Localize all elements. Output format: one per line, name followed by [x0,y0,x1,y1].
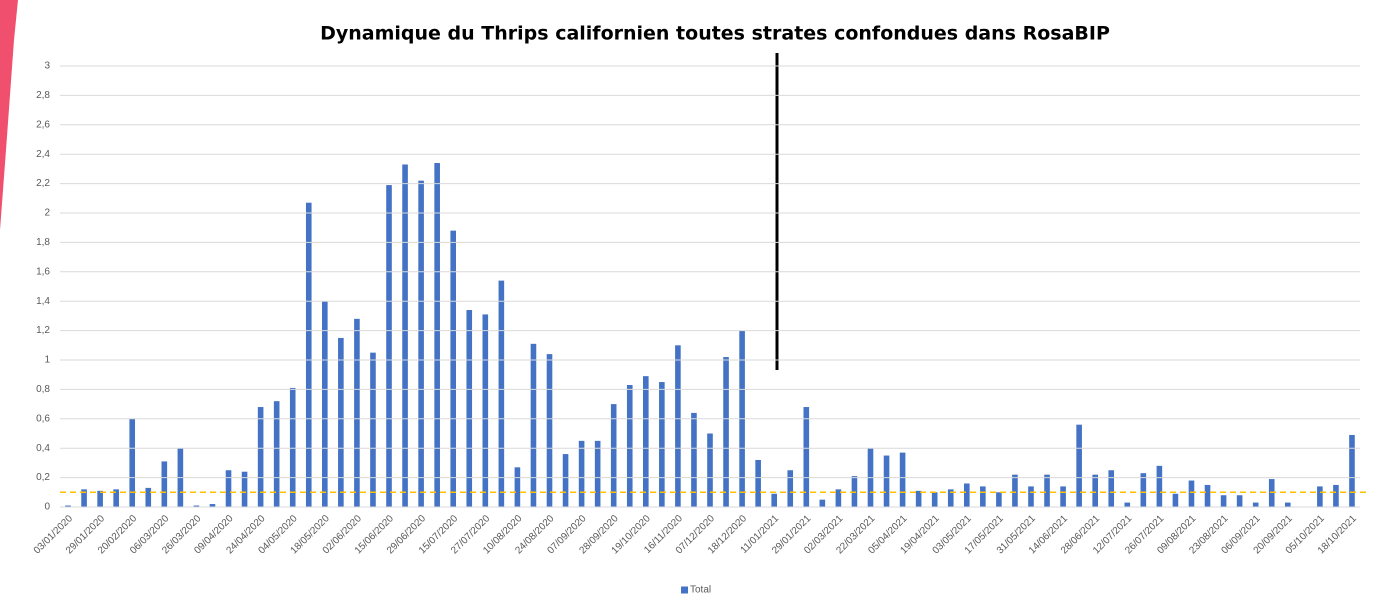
bar [1108,470,1115,507]
bar [1092,474,1098,507]
bar [273,401,280,507]
bar [241,471,248,507]
bar [482,314,489,507]
y-tick-label: 2 [44,208,50,219]
bar [145,487,152,507]
bar [1333,484,1339,507]
y-tick-label: 2,4 [36,149,50,160]
bar [963,483,970,507]
bar [755,459,761,507]
bar [803,407,810,507]
bar [161,461,168,507]
bar [498,280,505,507]
bar [610,404,617,507]
y-tick-label: 2,2 [36,178,50,189]
y-tick-label: 3 [44,61,50,72]
bar [354,318,360,507]
bar [1317,486,1323,507]
bar [819,499,826,507]
bar [691,412,697,507]
bar [434,163,440,507]
bar [1156,465,1163,507]
bar [996,492,1002,507]
bar [402,164,408,508]
bar [883,455,890,507]
bar [1349,434,1355,507]
bar [418,180,424,507]
bar [1188,480,1195,507]
bar [97,490,103,507]
bar [626,384,633,507]
bar [771,493,777,507]
bar [289,387,296,507]
bar [723,357,729,507]
y-tick-label: 1,6 [36,266,50,277]
bar [1060,486,1066,507]
y-tick-label: 2,6 [36,119,50,130]
bar [835,489,842,507]
legend-swatch [681,586,688,594]
bar [450,230,457,507]
bar [1044,474,1050,507]
bar [1076,424,1082,507]
bar [257,407,264,507]
bar [675,345,681,507]
bar [386,185,392,507]
bar [305,202,312,507]
bar [707,433,713,507]
y-tick-label: 1,8 [36,237,50,248]
bar [530,343,537,507]
bar [899,452,906,507]
bar [225,470,232,507]
bar [1140,473,1147,507]
bar [1252,502,1259,507]
bar [1204,484,1211,507]
bar [546,354,553,507]
y-tick-label: 0,8 [36,384,50,395]
y-tick-label: 1,4 [36,296,50,307]
bar [787,470,794,507]
y-tick-label: 0 [44,502,50,513]
decor-edge [0,0,18,230]
y-tick-label: 1,2 [36,325,50,336]
y-tick-label: 1 [44,355,50,366]
bar [659,382,665,507]
bar [514,467,521,507]
bar [947,489,954,507]
bar [643,376,649,507]
y-tick-label: 0,4 [36,443,50,454]
bar [81,489,87,507]
y-tick-label: 0,6 [36,413,50,424]
bar [915,490,922,507]
bar [980,486,986,507]
bar [1012,474,1018,507]
bar [466,310,473,507]
bar [129,418,136,507]
bar [65,505,71,507]
y-tick-label: 0,2 [36,472,50,483]
bar [338,337,344,507]
bar [1124,502,1131,507]
bar [1284,502,1291,507]
legend-label: Total [690,585,711,596]
bar [594,440,601,507]
bar [1220,495,1227,507]
chart-title: Dynamique du Thrips californien toutes s… [320,23,1110,45]
bar [209,504,216,507]
bar [1236,495,1243,507]
bar [578,440,585,507]
bar [322,301,328,507]
bar [193,505,200,507]
bar [562,454,569,507]
bar [113,489,119,507]
y-tick-label: 2,8 [36,90,50,101]
bar [370,352,376,507]
bar [931,492,938,507]
bar [1172,493,1179,507]
bar [1028,486,1034,507]
